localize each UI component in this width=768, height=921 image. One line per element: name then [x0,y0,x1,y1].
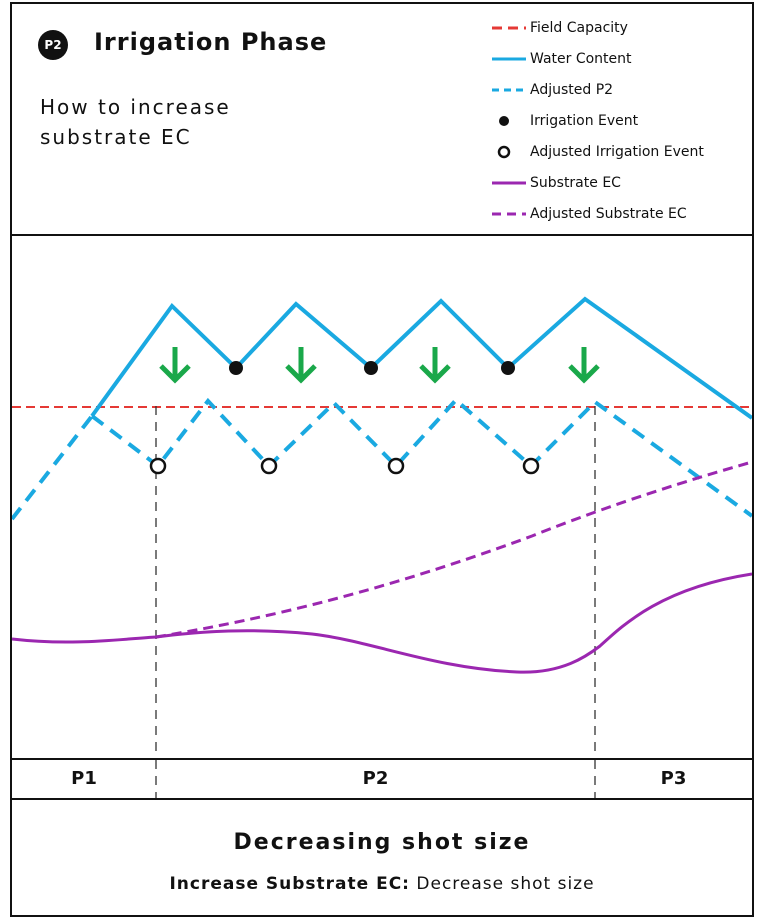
footer: Decreasing shot size Increase Substrate … [12,800,752,915]
footer-desc-rest: Decrease shot size [416,874,595,894]
adjusted-irrigation-event-marker [522,457,540,475]
purple-dashed-line-icon [492,212,526,216]
down-arrow-icon [419,347,451,384]
water-content-line [90,296,752,420]
legend-item-water-content: Water Content [490,47,752,78]
phase-label-p3: P3 [660,768,687,789]
legend-item-adjusted-substrate-ec: Adjusted Substrate EC [490,202,752,233]
footer-description: Increase Substrate EC: Decrease shot siz… [12,874,752,894]
header: P2 Irrigation Phase How to increase subs… [12,4,752,234]
subtitle: How to increase substrate EC [40,95,231,149]
footer-title: Decreasing shot size [233,830,531,855]
legend-label: Adjusted P2 [530,82,614,98]
page-title: Irrigation Phase [94,28,328,56]
legend-label: Field Capacity [530,20,628,36]
down-arrow-icon [285,347,317,384]
adjusted-irrigation-event-marker [387,457,405,475]
irrigation-chart [12,236,752,758]
diagram-frame [10,2,754,917]
legend-item-field-capacity: Field Capacity [490,16,752,47]
chart-canvas [12,296,752,758]
phase-label-p2: P2 [362,768,389,789]
substrate-ec-line [12,572,752,674]
p2-badge-icon: P2 [38,30,68,60]
legend-item-adjusted-irrigation-event: Adjusted Irrigation Event [490,140,752,171]
adjusted-irrigation-event-marker [260,457,278,475]
legend-label: Adjusted Substrate EC [530,206,687,222]
legend: Field Capacity Water Content Adjusted P2… [490,16,752,233]
irrigation-event-marker [364,361,378,375]
red-dashed-line-icon [492,26,526,30]
adjusted-p2-line [90,397,752,518]
legend-item-irrigation-event: Irrigation Event [490,109,752,140]
blue-solid-line-icon [492,57,526,61]
filled-dot-icon [499,116,509,126]
down-arrow-icon [159,347,191,384]
water-content-approach [12,414,94,521]
phase-divider [10,798,754,800]
irrigation-event-marker [501,361,515,375]
irrigation-event-marker [229,361,243,375]
purple-solid-line-icon [492,181,526,185]
down-arrow-icon [568,347,600,384]
header-divider [10,234,754,236]
open-dot-icon [497,145,511,159]
phase-row: P1 P2 P3 [12,760,752,798]
adjusted-substrate-ec-line [155,460,752,639]
phase-label-p1: P1 [71,768,97,789]
legend-item-adjusted-p2: Adjusted P2 [490,78,752,109]
footer-desc-bold: Increase Substrate EC: [169,874,410,894]
chart-divider [10,758,754,760]
legend-label: Water Content [530,51,632,67]
legend-label: Substrate EC [530,175,621,191]
legend-label: Irrigation Event [530,113,639,129]
legend-label: Adjusted Irrigation Event [530,144,704,160]
blue-dashed-line-icon [492,88,526,92]
adjusted-irrigation-event-marker [149,457,167,475]
legend-item-substrate-ec: Substrate EC [490,171,752,202]
phase-boundary-guides [155,760,596,798]
